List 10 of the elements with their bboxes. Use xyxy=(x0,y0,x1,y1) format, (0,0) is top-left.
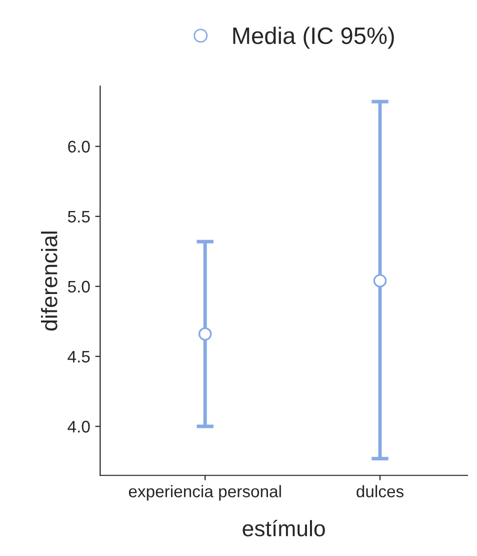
x-tick-label: dulces xyxy=(356,485,404,498)
legend-label: Media (IC 95%) xyxy=(233,26,394,49)
y-tick-label: 5.5 xyxy=(68,210,90,223)
x-tick-label: experiencia personal xyxy=(128,485,281,501)
y-tick-label: 6.0 xyxy=(68,140,90,153)
y-axis-title: diferencial xyxy=(41,232,58,330)
x-axis-title: estímulo xyxy=(242,520,325,536)
y-tick-label: 4.0 xyxy=(68,420,90,433)
y-tick-label: 5.0 xyxy=(68,280,90,293)
y-tick-label: 4.5 xyxy=(68,350,90,363)
